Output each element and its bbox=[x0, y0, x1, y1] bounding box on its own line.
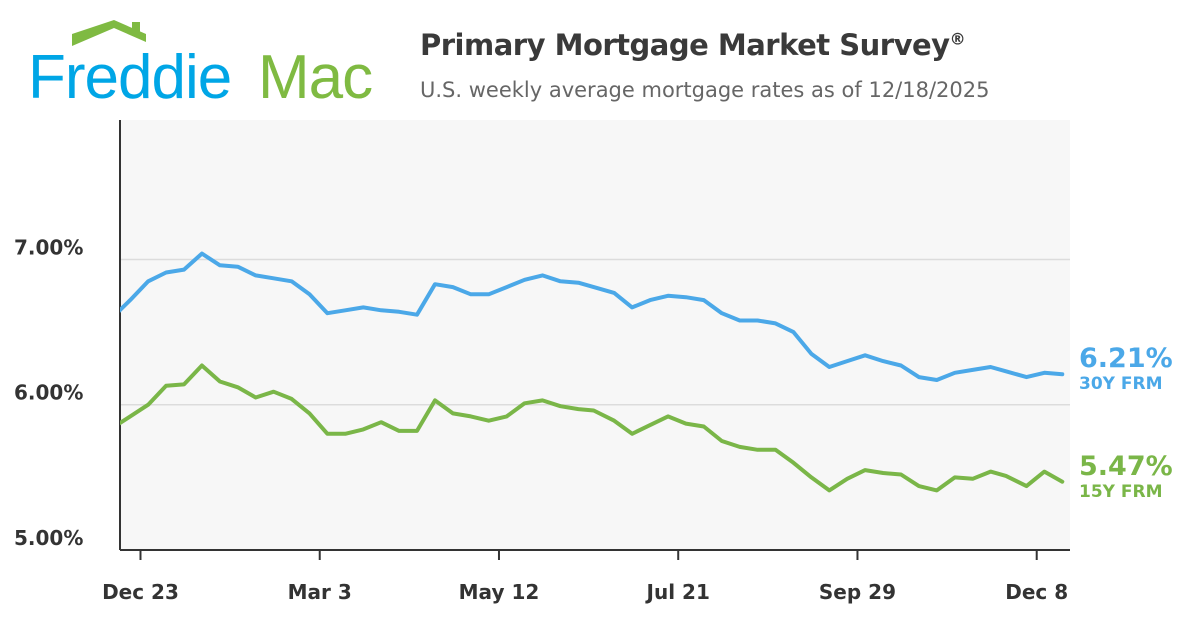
registered-mark: ® bbox=[949, 29, 966, 49]
x-tick-label: May 12 bbox=[459, 580, 540, 604]
label-15y: 5.47% 15Y FRM bbox=[1079, 450, 1173, 502]
y-tick-label: 6.00% bbox=[14, 381, 83, 405]
value-30y: 6.21% bbox=[1079, 343, 1173, 375]
subtitle: U.S. weekly average mortgage rates as of… bbox=[420, 78, 990, 102]
name-15y: 15Y FRM bbox=[1079, 481, 1163, 502]
svg-text:Mac: Mac bbox=[258, 43, 372, 104]
page-title: Primary Mortgage Market Survey® bbox=[420, 28, 966, 62]
label-30y: 6.21% 30Y FRM bbox=[1079, 343, 1173, 395]
x-tick-label: Sep 29 bbox=[819, 580, 896, 604]
chimney-icon bbox=[132, 22, 140, 36]
svg-text:Freddie: Freddie bbox=[28, 43, 231, 104]
y-tick-label: 5.00% bbox=[14, 526, 83, 550]
x-tick-label: Dec 8 bbox=[1005, 580, 1068, 604]
series-line-30y bbox=[120, 251, 1065, 382]
freddie-mac-logo: Freddie Mac bbox=[28, 20, 373, 104]
x-tick-label: Jul 21 bbox=[645, 580, 710, 604]
value-15y: 5.47% bbox=[1079, 450, 1173, 482]
house-roof-icon bbox=[72, 20, 146, 46]
name-30y: 30Y FRM bbox=[1079, 374, 1163, 395]
y-tick-label: 7.00% bbox=[14, 235, 83, 259]
series-line-15y bbox=[120, 363, 1065, 493]
title-text: Primary Mortgage Market Survey bbox=[420, 28, 950, 62]
plot-background bbox=[120, 120, 1070, 550]
x-tick-label: Mar 3 bbox=[288, 580, 352, 604]
x-tick-label: Dec 23 bbox=[102, 580, 179, 604]
